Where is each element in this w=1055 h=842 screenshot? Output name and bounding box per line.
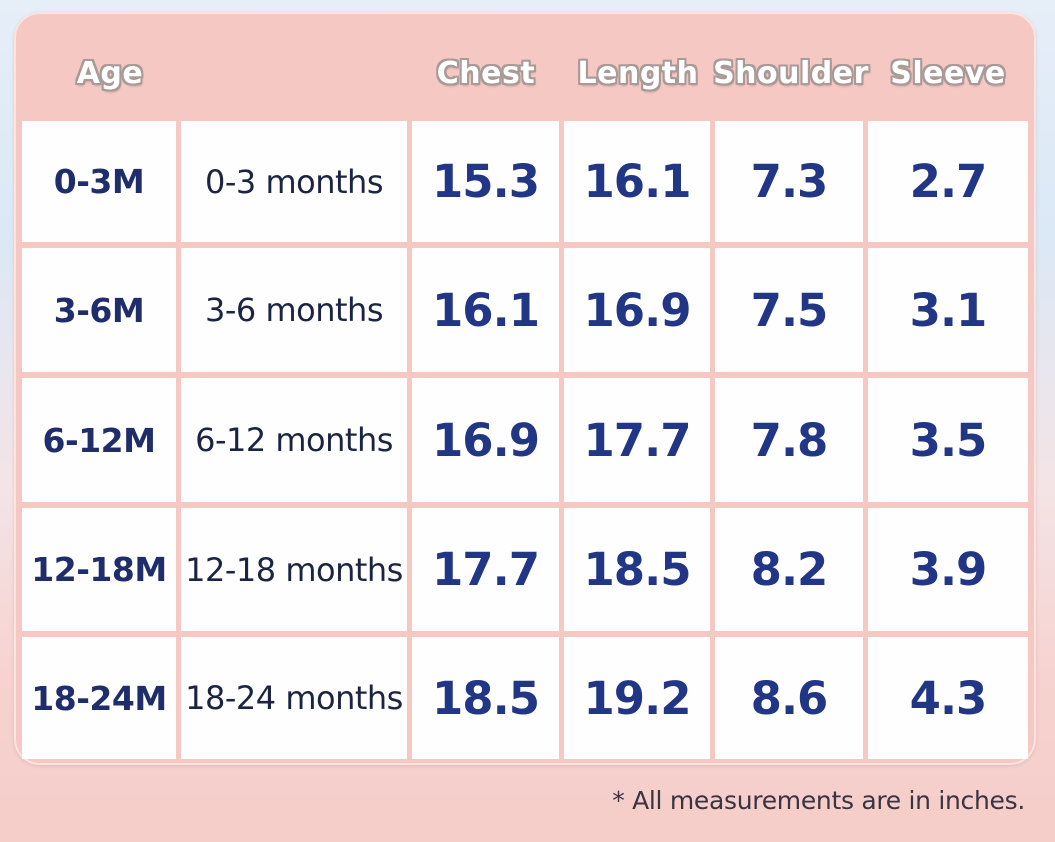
size-description: 3-6 months (205, 291, 383, 329)
table-cell-size-description: 6-12 months (181, 378, 407, 502)
length-value: 17.7 (583, 413, 691, 467)
table-cell-chest: 16.9 (412, 378, 559, 502)
table-cell-sleeve: 3.1 (868, 248, 1028, 372)
sleeve-value: 3.1 (909, 283, 988, 337)
table-cell-sleeve: 3.5 (868, 378, 1028, 502)
table-cell-chest: 16.1 (412, 248, 559, 372)
table-cell-size-description: 18-24 months (181, 637, 407, 759)
size-code: 3-6M (53, 290, 145, 330)
table-cell-length: 16.1 (564, 121, 710, 242)
table-cell-sleeve: 2.7 (868, 121, 1028, 242)
table-cell-length: 16.9 (564, 248, 710, 372)
table-cell-chest: 18.5 (412, 637, 559, 759)
table-cell-shoulder: 8.6 (715, 637, 863, 759)
chest-value: 18.5 (431, 671, 540, 725)
length-value: 19.2 (583, 671, 691, 725)
table-cell-size-code: 3-6M (22, 248, 176, 372)
sleeve-value: 3.9 (909, 543, 988, 596)
size-description: 0-3 months (205, 162, 383, 201)
size-description: 18-24 months (185, 679, 403, 717)
size-chart-header: Age Chest Length Shoulder Sleeve (16, 14, 1034, 124)
length-value: 16.1 (583, 155, 691, 208)
length-value: 18.5 (583, 543, 691, 596)
table-cell-size-description: 3-6 months (181, 248, 407, 372)
size-code: 6-12M (42, 420, 156, 460)
table-cell-length: 17.7 (564, 378, 710, 502)
header-age: Age (76, 56, 144, 91)
table-cell-shoulder: 8.2 (715, 508, 863, 631)
header-length: Length (577, 56, 699, 91)
table-cell-size-code: 12-18M (22, 508, 176, 631)
shoulder-value: 8.2 (750, 543, 829, 596)
shoulder-value: 7.3 (750, 155, 829, 208)
footnote: * All measurements are in inches. (612, 786, 1025, 815)
table-cell-size-code: 0-3M (22, 121, 176, 242)
table-cell-size-code: 18-24M (22, 637, 176, 759)
table-cell-size-code: 6-12M (22, 378, 176, 502)
table-cell-chest: 17.7 (412, 508, 559, 631)
table-cell-sleeve: 3.9 (868, 508, 1028, 631)
table-cell-size-description: 12-18 months (181, 508, 407, 631)
table-cell-shoulder: 7.5 (715, 248, 863, 372)
sleeve-value: 3.5 (909, 413, 988, 467)
shoulder-value: 8.6 (750, 671, 829, 725)
sleeve-value: 4.3 (909, 671, 988, 725)
table-cell-length: 18.5 (564, 508, 710, 631)
table-cell-size-description: 0-3 months (181, 121, 407, 242)
size-code: 12-18M (31, 550, 167, 589)
header-shoulder: Shoulder (713, 56, 869, 91)
length-value: 16.9 (583, 283, 691, 337)
size-description: 6-12 months (195, 421, 393, 459)
sleeve-value: 2.7 (909, 155, 988, 208)
shoulder-value: 7.5 (750, 283, 829, 337)
size-code: 0-3M (53, 162, 145, 201)
header-chest: Chest (436, 56, 536, 91)
size-description: 12-18 months (185, 550, 403, 589)
chest-value: 16.1 (431, 283, 540, 337)
table-cell-sleeve: 4.3 (868, 637, 1028, 759)
table-cell-chest: 15.3 (412, 121, 559, 242)
table-cell-shoulder: 7.8 (715, 378, 863, 502)
chest-value: 17.7 (431, 543, 540, 596)
size-code: 18-24M (31, 678, 167, 718)
shoulder-value: 7.8 (750, 413, 829, 467)
table-cell-shoulder: 7.3 (715, 121, 863, 242)
header-sleeve: Sleeve (890, 56, 1006, 91)
table-cell-length: 19.2 (564, 637, 710, 759)
chest-value: 15.3 (431, 155, 540, 208)
chest-value: 16.9 (431, 413, 540, 467)
